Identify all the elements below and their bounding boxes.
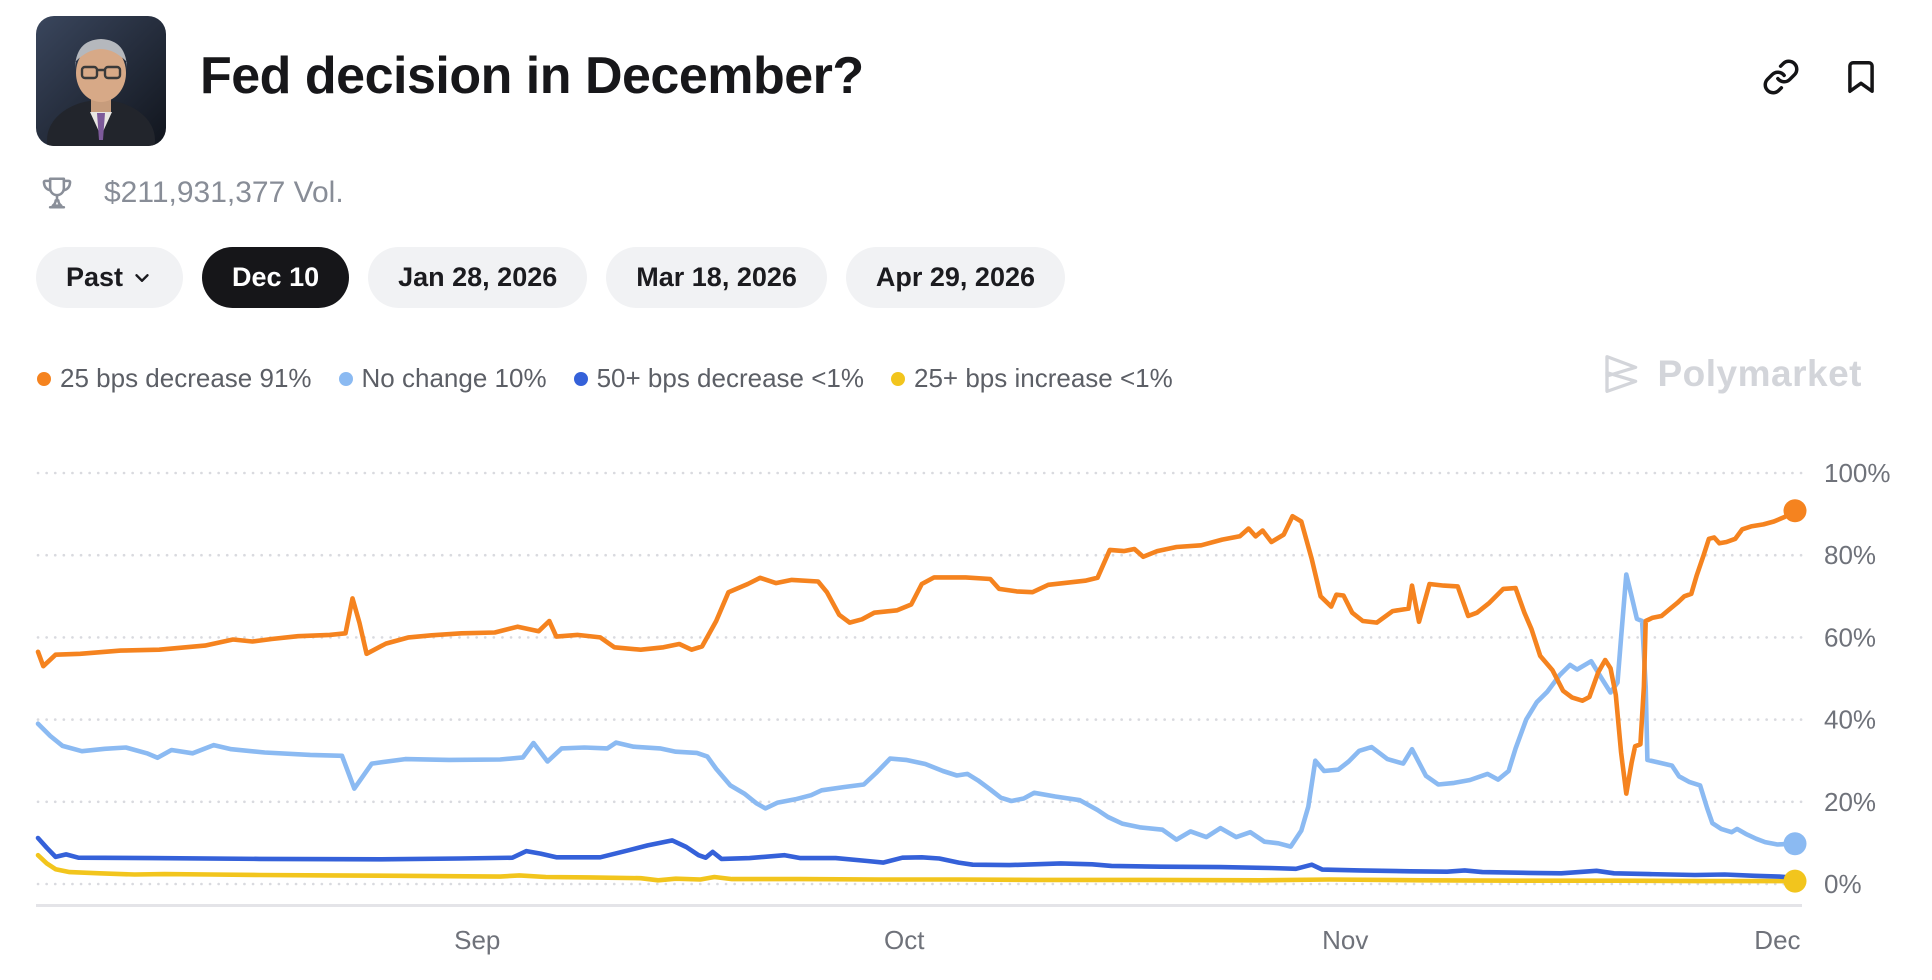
link-icon: [1763, 59, 1799, 95]
volume-row: $211,931,377 Vol.: [40, 174, 344, 212]
series-line-25-bps-increase: [35, 852, 1798, 884]
page-title: Fed decision in December?: [200, 47, 864, 105]
series-line-25-bps-decrease: [35, 508, 1798, 796]
legend-dot-light-blue: [338, 371, 353, 386]
timeframe-tabs: Past Dec 10 Jan 28, 2026 Mar 18, 2026 Ap…: [36, 247, 1065, 308]
copy-link-button[interactable]: [1762, 58, 1800, 96]
tab-past[interactable]: Past: [36, 247, 184, 308]
series-line-50-bps-decrease: [35, 835, 1798, 881]
y-axis-label: 80%: [1824, 540, 1876, 570]
legend-label: 50+ bps decrease <1%: [596, 363, 865, 393]
series-endpoint-no-change: [1783, 832, 1807, 856]
y-axis-label: 100%: [1824, 458, 1891, 488]
tab-dec-10[interactable]: Dec 10: [202, 247, 350, 308]
series-line-no-change: [35, 572, 1798, 849]
legend-dot-blue: [573, 371, 588, 386]
chart-legend: 25 bps decrease 91% No change 10% 50+ bp…: [37, 363, 1173, 394]
header-actions: [1762, 58, 1880, 96]
tab-dec-10-label: Dec 10: [232, 262, 320, 292]
tab-mar-18-2026-label: Mar 18, 2026: [636, 262, 797, 292]
x-axis-label: Dec: [1754, 925, 1800, 955]
legend-item-25-bps-decrease: 25 bps decrease 91%: [37, 363, 312, 394]
x-axis-label: Oct: [884, 925, 925, 955]
legend-item-no-change: No change 10%: [338, 363, 547, 394]
legend-dot-yellow: [891, 371, 906, 386]
legend-dot-orange: [37, 371, 51, 386]
y-axis-label: 20%: [1824, 787, 1876, 817]
legend-item-25-bps-increase: 25+ bps increase <1%: [891, 363, 1173, 394]
legend-label: 25+ bps increase <1%: [914, 363, 1173, 393]
tab-apr-29-2026-label: Apr 29, 2026: [875, 262, 1035, 292]
bookmark-icon: [1848, 61, 1874, 93]
series-endpoint-25-bps-increase: [1783, 869, 1807, 893]
trophy-icon: [40, 174, 74, 212]
chart-area[interactable]: 0% 20% 40% 60% 80% 100% Sep Oct Nov Dec: [0, 440, 1932, 980]
x-axis-label: Sep: [454, 925, 500, 955]
volume-text: $211,931,377 Vol.: [104, 176, 344, 209]
tab-apr-29-2026[interactable]: Apr 29, 2026: [845, 247, 1065, 308]
y-axis-label: 0%: [1824, 869, 1862, 899]
legend-label: No change 10%: [361, 363, 547, 393]
powell-portrait-image: [36, 16, 166, 146]
tab-jan-28-2026[interactable]: Jan 28, 2026: [368, 247, 588, 308]
tab-jan-28-2026-label: Jan 28, 2026: [398, 262, 558, 292]
polymarket-watermark: Polymarket: [1597, 350, 1863, 398]
polymarket-logo-icon: [1604, 355, 1637, 393]
legend-label: 25 bps decrease 91%: [60, 363, 312, 393]
y-axis-label: 60%: [1824, 622, 1876, 652]
x-axis-label: Nov: [1322, 925, 1368, 955]
y-axis-label: 40%: [1824, 705, 1876, 735]
tab-mar-18-2026[interactable]: Mar 18, 2026: [606, 247, 827, 308]
legend-item-50-bps-decrease: 50+ bps decrease <1%: [573, 363, 865, 394]
tab-past-label: Past: [66, 262, 124, 292]
bookmark-button[interactable]: [1842, 58, 1880, 96]
polymarket-watermark-text: Polymarket: [1657, 353, 1862, 394]
probability-chart[interactable]: 0% 20% 40% 60% 80% 100% Sep Oct Nov Dec: [0, 440, 1932, 980]
chevron-down-icon: [135, 273, 149, 282]
event-avatar: [36, 16, 166, 146]
series-endpoint-25-bps-decrease: [1783, 499, 1807, 523]
